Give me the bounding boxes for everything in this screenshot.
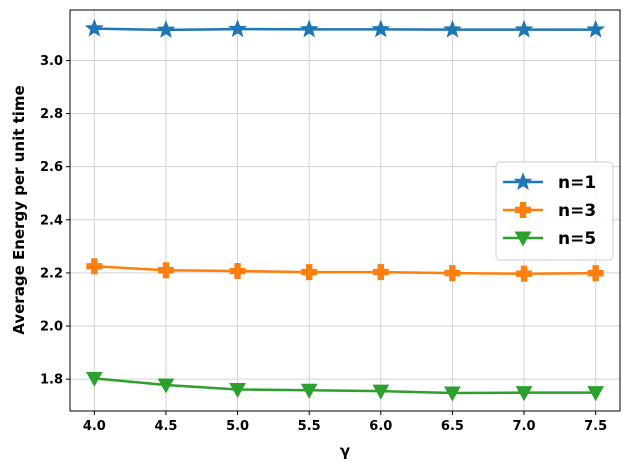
y-tick-label: 2.6: [40, 160, 63, 175]
series-1-point: [587, 265, 604, 282]
x-tick-label: 5.5: [298, 419, 321, 434]
x-tick-label: 7.0: [513, 419, 536, 434]
y-tick-label: 2.8: [40, 107, 63, 122]
series-2-point: [229, 382, 246, 399]
legend-label: n=5: [558, 229, 596, 249]
series-0-point: [156, 20, 176, 38]
legend-entry: n=5: [503, 229, 596, 249]
legend-marker: [513, 172, 533, 191]
y-tick-label: 1.8: [40, 373, 63, 388]
plot-frame: [69, 9, 621, 412]
legend: n=1 n=3 n=5: [495, 161, 614, 261]
y-tick-label: 2.2: [40, 266, 63, 281]
y-axis-ticks: 1.8 2.0 2.2 2.4 2.6 2.8 3.0: [40, 54, 70, 388]
series-1-point: [444, 265, 461, 282]
x-tick-label: 4.0: [83, 419, 106, 434]
series-0-point: [442, 19, 462, 38]
legend-marker: [515, 202, 531, 218]
series-0-point: [586, 19, 606, 38]
series-lines: [94, 27, 596, 395]
series-2-point: [300, 383, 318, 399]
x-tick-label: 4.5: [154, 419, 177, 434]
x-tick-label: 6.5: [441, 419, 464, 434]
series-1-point: [229, 263, 246, 280]
series-1-point: [301, 264, 318, 281]
x-axis-ticks: 4.0 4.5 5.0 5.5 6.0 6.5 7.0 7.5: [83, 411, 607, 434]
series-0-point: [84, 18, 104, 37]
series-1-point: [372, 264, 389, 281]
series-0-point: [371, 19, 391, 38]
series-2-point: [587, 386, 604, 402]
x-tick-label: 6.0: [369, 419, 392, 434]
series-2-point: [157, 378, 175, 394]
series-markers: [84, 18, 606, 402]
series-2-point: [444, 386, 461, 402]
series-2-point: [86, 371, 103, 387]
series-1-point: [86, 258, 103, 275]
series-0-point: [299, 19, 319, 38]
series-1-point: [516, 265, 533, 282]
series-1-point: [157, 262, 174, 279]
legend-entry: n=3: [503, 201, 596, 221]
y-tick-label: 3.0: [40, 54, 63, 69]
legend-entry: n=1: [503, 172, 596, 193]
series-0-point: [228, 19, 248, 38]
series-2-point: [372, 384, 390, 400]
legend-label: n=3: [558, 201, 596, 221]
series-0-point: [514, 19, 534, 38]
y-tick-label: 2.4: [40, 213, 63, 228]
series-2-point: [515, 386, 533, 402]
x-tick-label: 7.5: [584, 419, 607, 434]
y-tick-label: 2.0: [40, 320, 63, 335]
series-line-0: [94, 27, 596, 32]
x-tick-label: 5.0: [226, 419, 249, 434]
x-axis-label: γ: [340, 442, 350, 460]
series-line-1: [94, 265, 596, 275]
legend-label: n=1: [558, 173, 596, 193]
legend-marker: [514, 231, 532, 247]
series-line-2: [94, 377, 596, 395]
y-axis-label: Average Energy per unit time: [10, 85, 28, 334]
